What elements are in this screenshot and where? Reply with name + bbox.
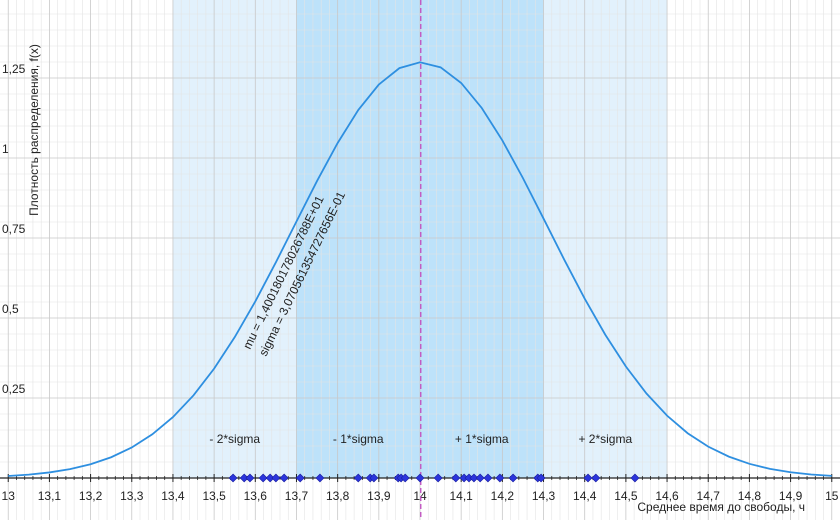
x-tick-label: 14,6 [655,489,679,503]
band-label: - 1*sigma [333,432,384,446]
sigma-band [543,0,668,478]
data-point [469,473,479,483]
data-point [369,473,379,483]
x-tick-label: 14,1 [449,489,473,503]
x-tick-label: 13,8 [326,489,350,503]
y-tick-label: 0,75 [2,222,26,236]
x-tick-label: 13,7 [285,489,309,503]
data-point [400,473,410,483]
x-tick-label: 13,5 [202,489,226,503]
x-tick-label: 14,4 [573,489,597,503]
x-tick-label: 13,9 [367,489,391,503]
data-point [433,473,443,483]
data-point [228,473,238,483]
data-point [495,473,505,483]
data-point [536,473,546,483]
data-point [508,473,518,483]
data-point [315,473,325,483]
data-point [239,473,249,483]
y-tick-label: 1 [2,142,9,156]
band-label: - 2*sigma [209,432,260,446]
data-point [483,473,493,483]
x-tick-label: 14,9 [779,489,803,503]
x-tick-label: 13,1 [38,489,62,503]
x-tick-label: 14,8 [738,489,762,503]
y-axis-label: Плотность распределения, f(x) [27,44,41,216]
data-point [415,473,425,483]
data-point [271,473,281,483]
data-point [295,473,305,483]
data-point [583,473,593,483]
band-label: + 1*sigma [455,432,509,446]
x-tick-label: 14,3 [532,489,556,503]
y-tick-label: 0,5 [2,302,19,316]
x-tick-label: 13,3 [120,489,144,503]
x-tick-label: 15 [825,489,839,503]
data-point [258,473,268,483]
sigma-band [420,0,544,478]
data-point [451,473,461,483]
sigma-band [172,0,297,478]
x-tick-label: 14,5 [614,489,638,503]
data-point [353,473,363,483]
data-point [591,473,601,483]
y-tick-label: 0,25 [2,382,26,396]
x-axis-label: Среднее время до свободы, ч [637,500,805,514]
x-tick-label: 14,2 [491,489,515,503]
band-label: + 2*sigma [578,432,632,446]
x-tick-label: 13,6 [244,489,268,503]
y-tick-label: 1,25 [2,62,26,76]
data-point [630,473,640,483]
data-point [245,473,255,483]
x-tick-label: 14,7 [697,489,721,503]
density-curve [8,61,832,477]
data-point [279,473,289,483]
x-tick-label: 13 [2,489,16,503]
data-point [265,473,275,483]
data-point [475,473,485,483]
x-tick-label: 13,4 [161,489,185,503]
x-tick-label: 13,2 [79,489,103,503]
